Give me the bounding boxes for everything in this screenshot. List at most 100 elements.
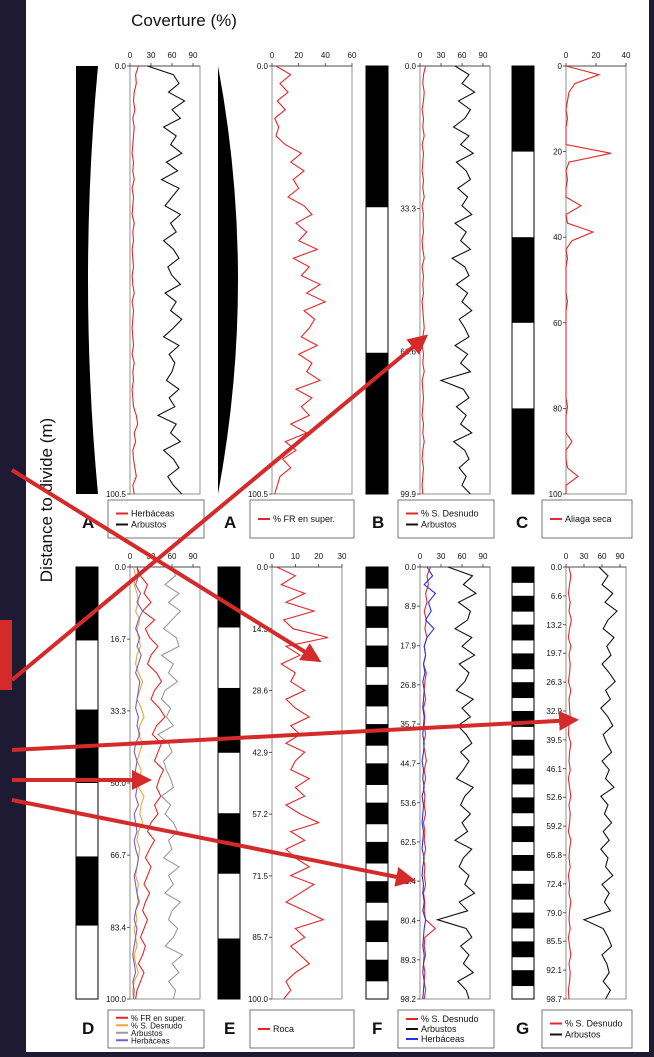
panels: 0 30 60 90 0.0 100.5 0 20 40 60 0.0 100.5 0 30 60 90 0.0… <box>75 51 631 1004</box>
y-tick-label: 89.3 <box>400 956 416 965</box>
column-block <box>76 856 98 926</box>
y-tick-label: 40 <box>553 233 562 242</box>
y-tick-label: 16.7 <box>110 635 126 644</box>
x-tick-label: 90 <box>479 552 488 561</box>
y-tick-label: 100.5 <box>106 490 127 499</box>
plot-frame <box>565 566 627 1000</box>
panel-letter: G <box>516 1019 529 1038</box>
annotation-arrow <box>11 798 416 887</box>
y-tick-label: 13.2 <box>546 621 562 630</box>
column-block <box>512 826 534 843</box>
y-tick-label: 98.7 <box>546 995 562 1004</box>
annotation-box <box>0 620 12 690</box>
legend-label: Arbustos <box>421 1024 457 1034</box>
column-block <box>512 595 534 612</box>
y-tick-label: 39.5 <box>546 736 562 745</box>
y-tick-label: 33.3 <box>110 707 126 716</box>
legend-label: % S. Desnudo <box>421 1014 479 1024</box>
x-tick-label: 0 <box>128 552 133 561</box>
column-block <box>512 66 534 152</box>
annotation-arrows <box>10 334 579 887</box>
stratigraphic-column <box>75 566 99 1000</box>
panel-letter: A <box>224 513 236 532</box>
panel-letter: E <box>224 1019 235 1038</box>
y-tick-label: 0.0 <box>257 563 269 572</box>
column-frame <box>217 566 241 1000</box>
y-tick-label: 0.0 <box>405 563 417 572</box>
column-shape <box>76 66 98 494</box>
series-line-herb-ceas <box>131 65 139 495</box>
column-block <box>512 912 534 929</box>
column-block <box>218 938 240 999</box>
y-tick-label: 65.8 <box>546 851 562 860</box>
x-tick-label: 0 <box>418 51 423 60</box>
panel-letter: F <box>372 1019 382 1038</box>
column-block <box>366 802 388 825</box>
plot-frame <box>419 566 491 1000</box>
y-tick-label: 85.5 <box>546 937 562 946</box>
x-tick-label: 0 <box>418 552 423 561</box>
series-line-arbustos <box>582 566 618 1000</box>
series-line-fr-en-super <box>274 65 327 495</box>
column-block <box>512 653 534 670</box>
y-tick-label: 79.0 <box>546 909 562 918</box>
column-block <box>512 408 534 494</box>
stratigraphic-column <box>218 66 238 494</box>
y-tick-label: 100.0 <box>248 995 269 1004</box>
column-block <box>218 687 240 753</box>
x-tick-label: 90 <box>189 552 198 561</box>
legend-label: Roca <box>273 1024 294 1034</box>
series-line-s-desnudo <box>421 65 427 495</box>
y-tick-label: 57.2 <box>252 810 268 819</box>
y-tick-label: 6.6 <box>551 592 563 601</box>
plot-frame <box>419 65 491 495</box>
series-line-aliaga-seca <box>565 65 612 494</box>
y-tick-label: 8.9 <box>405 602 417 611</box>
panel-e: 0 10 20 30 0.0 14.3 28.6 42.9 57.2 71.5 85.7 100.0 <box>217 552 347 1004</box>
y-tick-label: 52.6 <box>546 793 562 802</box>
panel-a2: 0 20 40 60 0.0 100.5 <box>218 51 357 499</box>
stratigraphic-column <box>76 66 98 494</box>
legend-label: Arbustos <box>565 1030 601 1040</box>
y-tick-label: 32.9 <box>546 707 562 716</box>
legend-label: % S. Desnudo <box>131 1021 183 1030</box>
column-block <box>366 841 388 864</box>
y-tick-label: 17.9 <box>400 642 416 651</box>
x-tick-label: 30 <box>437 51 446 60</box>
series-line-herb-ceas <box>421 566 437 1000</box>
legend-box <box>397 499 495 539</box>
y-tick-label: 60 <box>553 319 562 328</box>
series-line-fr-en-super <box>135 566 166 1000</box>
y-tick-label: 33.3 <box>400 205 416 214</box>
panel-c: 0 20 40 0 20 40 60 80 100 <box>511 51 631 499</box>
x-tick-label: 0 <box>564 51 569 60</box>
column-block <box>512 970 534 987</box>
annotation-arrow <box>11 710 579 752</box>
plot-frame <box>565 65 627 495</box>
x-tick-label: 10 <box>291 552 300 561</box>
y-tick-label: 98.2 <box>400 995 416 1004</box>
y-tick-label: 66.7 <box>110 851 126 860</box>
y-tick-label: 92.1 <box>546 966 562 975</box>
y-tick-label: 100.0 <box>106 995 127 1004</box>
x-tick-label: 20 <box>592 51 601 60</box>
column-block <box>366 881 388 903</box>
legend-label: Herbáceas <box>131 1036 170 1045</box>
x-tick-label: 40 <box>622 51 631 60</box>
y-tick-label: 62.5 <box>400 838 416 847</box>
column-block <box>366 606 388 628</box>
y-tick-label: 26.8 <box>400 681 416 690</box>
series-line-arbustos <box>435 566 478 1000</box>
legend-label: Aliaga seca <box>565 514 612 524</box>
stratigraphic-column <box>217 566 241 1000</box>
column-shape <box>218 66 238 494</box>
x-tick-label: 90 <box>479 51 488 60</box>
x-tick-label: 0 <box>270 51 275 60</box>
panel-a1: 0 30 60 90 0.0 100.5 <box>76 51 201 499</box>
x-tick-label: 30 <box>437 552 446 561</box>
y-tick-label: 14.3 <box>252 625 268 634</box>
y-tick-label: 20 <box>553 148 562 157</box>
column-block <box>512 237 534 323</box>
stratigraphic-column <box>511 65 535 495</box>
